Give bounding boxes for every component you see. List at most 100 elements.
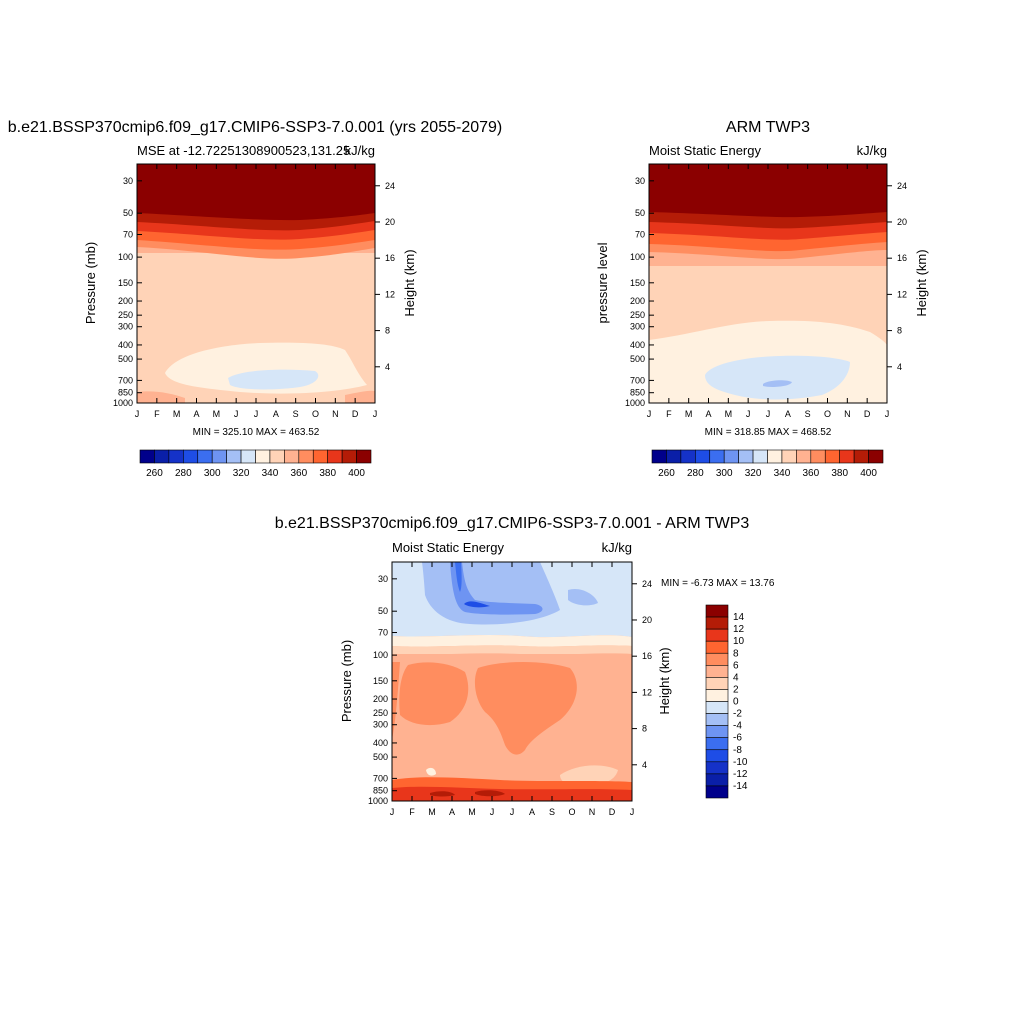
x-tick-label: D (609, 807, 616, 817)
field-band-trop-light (392, 645, 632, 654)
colorbar-box (255, 449, 271, 464)
y-tick-label: 200 (373, 694, 388, 704)
y-tick-label: 50 (635, 208, 645, 218)
y-right-tick-label: 20 (897, 217, 907, 227)
colorbar-box (705, 773, 729, 787)
colorbar-box (705, 713, 729, 726)
field-band-strat-neg3 (450, 562, 543, 615)
field-band-min-core (705, 355, 850, 400)
field-band-pos-center (474, 662, 577, 755)
colorbar-label: 300 (204, 468, 221, 479)
y-tick-label: 1000 (368, 796, 388, 806)
y-tick-label: 100 (630, 252, 645, 262)
y-right-tick-label: 24 (385, 181, 395, 191)
colorbar-box (705, 737, 729, 751)
field-band-top (649, 164, 887, 218)
colorbar-box (139, 449, 155, 464)
colorbar-box (705, 749, 729, 763)
x-tick-label: J (766, 409, 771, 419)
panel-diff-field (392, 562, 632, 801)
y-tick-label: 150 (118, 278, 133, 288)
field-band-sfc4 (430, 791, 455, 797)
x-tick-label: A (273, 409, 279, 419)
field-band-low-spot (426, 767, 436, 776)
colorbar-label: 260 (146, 468, 163, 479)
y-right-tick-label: 16 (897, 253, 907, 263)
colorbar-box (168, 449, 184, 464)
x-tick-label: N (589, 807, 596, 817)
colorbar-box (312, 449, 328, 464)
x-tick-label: J (630, 807, 635, 817)
y-tick-label: 30 (635, 176, 645, 186)
y-tick-label: 30 (123, 176, 133, 186)
x-tick-label: J (390, 807, 395, 817)
colorbar-label: 12 (733, 624, 745, 635)
y-tick-label: 700 (630, 375, 645, 385)
y-tick-label: 400 (373, 738, 388, 748)
colorbar-label: 280 (687, 468, 704, 479)
colorbar-box (705, 665, 729, 678)
panel-arm-left-string: Moist Static Energy (649, 143, 761, 158)
field-band-sfc-right (345, 390, 375, 403)
panel-diff-ylabel-right: Height (km) (657, 647, 672, 714)
panel-arm-units: kJ/kg (857, 143, 887, 158)
y-tick-label: 850 (118, 388, 133, 398)
colorbar-box (211, 449, 227, 464)
colorbar-box (226, 449, 242, 464)
panel-arm-field (649, 164, 887, 403)
y-tick-label: 400 (118, 340, 133, 350)
colorbar-box (839, 449, 855, 464)
y-tick-label: 50 (378, 606, 388, 616)
colorbar-label: -8 (733, 745, 742, 756)
field-band-strat-neg4 (455, 562, 462, 592)
panel-diff-units: kJ/kg (602, 540, 632, 555)
y-tick-label: 70 (635, 230, 645, 240)
colorbar-label: 4 (733, 672, 739, 683)
x-tick-label: J (234, 409, 239, 419)
x-tick-label: M (685, 409, 693, 419)
field-band-pos-left (399, 662, 469, 726)
panel-diff-ticks: J F M A M J J A S O N D J 30 50 70 100 150 200 250 300 400 500… (368, 562, 652, 817)
y-tick-label: 150 (373, 676, 388, 686)
panel-diff-ylabel: Pressure (mb) (339, 640, 354, 722)
panel-model-ticks: J F M A M J J A S O N D J 30 50 70 100 150 200 250 300 400 500… (113, 164, 395, 419)
panel-model-colorbar: 260 280 300 320 340 360 380 400 (139, 449, 372, 479)
y-right-tick-label: 8 (642, 724, 647, 734)
colorbar-label: -12 (733, 769, 748, 780)
colorbar-label: 260 (658, 468, 675, 479)
colorbar-box (651, 449, 667, 464)
panel-diff-stats: MIN = -6.73 MAX = 13.76 (661, 578, 775, 589)
colorbar-label: 2 (733, 684, 739, 695)
panel-arm-stats: MIN = 318.85 MAX = 468.52 (705, 427, 832, 438)
colorbar-box (781, 449, 797, 464)
panel-model-ylabel-right: Height (km) (402, 249, 417, 316)
colorbar-label: 6 (733, 660, 739, 671)
panel-arm-title: ARM TWP3 (726, 119, 810, 136)
colorbar-label: 8 (733, 648, 739, 659)
panel-model-units: kJ/kg (345, 143, 375, 158)
y-tick-label: 1000 (113, 398, 133, 408)
x-tick-label: A (705, 409, 711, 419)
colorbar-box (705, 701, 729, 714)
field-band-strat-neg5 (464, 601, 490, 608)
colorbar-box (705, 616, 729, 630)
field-band-strat-neg (422, 562, 560, 625)
x-tick-label: A (785, 409, 791, 419)
panel-model-title: b.e21.BSSP370cmip6.f09_g17.CMIP6-SSP3-7.… (8, 119, 503, 136)
y-tick-label: 250 (630, 310, 645, 320)
y-right-tick-label: 16 (385, 253, 395, 263)
y-tick-label: 850 (630, 388, 645, 398)
panel-arm-ticks: J F M A M J J A S O N D J 30 50 70 100 150 200 250 300 400 500… (625, 164, 907, 419)
colorbar-label: 360 (290, 468, 307, 479)
colorbar-label: 280 (175, 468, 192, 479)
colorbar-box (269, 449, 285, 464)
colorbar-box (705, 652, 729, 666)
colorbar-box (284, 449, 300, 464)
colorbar-box (183, 449, 199, 464)
colorbar-label: 400 (860, 468, 877, 479)
colorbar-label: 320 (745, 468, 762, 479)
panel-arm-colorbar: 260 280 300 320 340 360 380 400 (651, 449, 884, 479)
x-tick-label: S (805, 409, 811, 419)
